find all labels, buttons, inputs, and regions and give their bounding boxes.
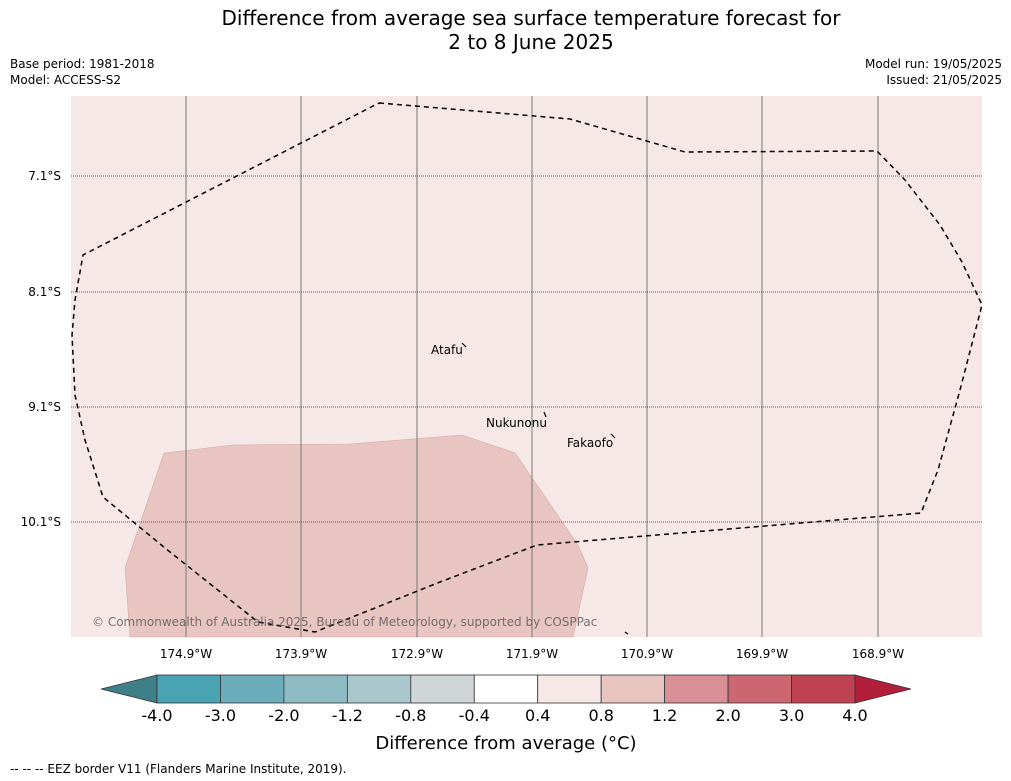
colorbar-bin-5	[473, 674, 539, 704]
meridian-lines	[185, 96, 879, 637]
fakaofo-label: Fakaofo	[567, 436, 613, 450]
colorbar-tick-0: -4.0	[141, 706, 172, 725]
colorbar-bin-9	[727, 674, 792, 704]
small-islet	[624, 631, 629, 635]
lon-label-173-9w: 173.9°W	[275, 647, 327, 661]
atafu-atoll	[461, 342, 467, 348]
colorbar-bin-2	[283, 674, 348, 704]
title-line-1: Difference from average sea surface temp…	[221, 6, 841, 30]
colorbar-tick-4: -0.8	[395, 706, 426, 725]
colorbar-tick-1: -3.0	[205, 706, 236, 725]
colorbar-tick-5: -0.4	[459, 706, 490, 725]
lon-label-169-9w: 169.9°W	[736, 647, 788, 661]
colorbar-bin-4	[410, 674, 475, 704]
issued-date: Issued: 21/05/2025	[886, 73, 1002, 87]
lon-label-170-9w: 170.9°W	[621, 647, 673, 661]
nukunonu-atoll	[543, 411, 547, 418]
map-title: Difference from average sea surface temp…	[0, 6, 1011, 54]
nukunonu-label: Nukunonu	[486, 416, 547, 430]
colorbar-tick-11: 4.0	[842, 706, 867, 725]
lat-label-10-1s: 10.1°S	[21, 515, 61, 529]
lon-label-174-9w: 174.9°W	[160, 647, 212, 661]
colorbar-tick-2: -2.0	[268, 706, 299, 725]
model-name: Model: ACCESS-S2	[10, 73, 122, 87]
colorbar-tick-10: 3.0	[779, 706, 804, 725]
colorbar-bin-7	[600, 674, 666, 704]
colorbar-tick-labels: -4.0 -3.0 -2.0 -1.2 -0.8 -0.4 0.4 0.8 1.2 2.0 3.0 4…	[141, 706, 867, 725]
colorbar-tick-7: 0.8	[588, 706, 613, 725]
colorbar-bin-10	[791, 674, 856, 704]
colorbar-title: Difference from average (°C)	[375, 733, 636, 754]
colorbar-bin-6	[537, 674, 602, 704]
colorbar-tick-3: -1.2	[332, 706, 363, 725]
colorbar-bins	[156, 674, 856, 704]
colorbar-under-arrow	[100, 674, 158, 704]
lon-label-172-9w: 172.9°W	[391, 647, 443, 661]
colorbar: -4.0 -3.0 -2.0 -1.2 -0.8 -0.4 0.4 0.8 1.2 2.0 3.0 4…	[100, 674, 912, 725]
anomaly-patch	[124, 434, 589, 638]
colorbar-tick-8: 1.2	[652, 706, 677, 725]
lat-label-8-1s: 8.1°S	[28, 285, 61, 299]
eez-footnote: -- -- -- EEZ border V11 (Flanders Marine…	[10, 762, 347, 776]
fakaofo-atoll	[610, 433, 616, 439]
model-run: Model run: 19/05/2025	[864, 57, 1002, 71]
colorbar-tick-6: 0.4	[525, 706, 550, 725]
atafu-label: Atafu	[431, 343, 463, 357]
title-line-2: 2 to 8 June 2025	[448, 30, 614, 54]
colorbar-bin-1	[220, 674, 285, 704]
lat-label-9-1s: 9.1°S	[28, 400, 61, 414]
meta-right: Model run: 19/05/2025 Issued: 21/05/2025	[800, 56, 1002, 88]
copyright-notice: © Commonwealth of Australia 2025, Bureau…	[92, 615, 597, 629]
colorbar-over-arrow	[854, 674, 912, 704]
colorbar-bin-3	[346, 674, 412, 704]
map-figure: Atafu Nukunonu Fakaofo © Commonwealth of…	[21, 96, 983, 754]
colorbar-tick-9: 2.0	[715, 706, 740, 725]
lon-label-171-9w: 171.9°W	[506, 647, 558, 661]
colorbar-bin-0	[156, 674, 221, 704]
colorbar-bin-8	[664, 674, 729, 704]
meta-left: Base period: 1981-2018 Model: ACCESS-S2	[10, 56, 155, 88]
lon-label-168-9w: 168.9°W	[852, 647, 904, 661]
lat-label-7-1s: 7.1°S	[28, 169, 61, 183]
base-period: Base period: 1981-2018	[10, 57, 155, 71]
